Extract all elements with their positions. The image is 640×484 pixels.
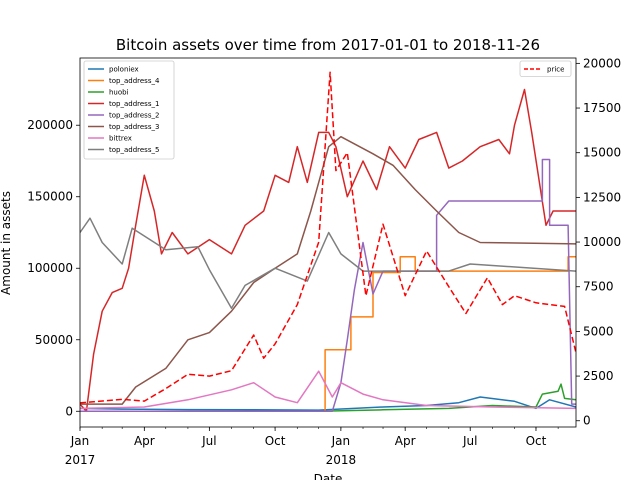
right-y-tick-label: 17500 [583,101,621,115]
x-tick-label: Apr [134,434,155,448]
y-axis-label: Amount in assets [0,191,13,295]
series-line-top-address-1 [80,88,576,413]
legend-left-box [83,60,175,160]
x-tick-label: Oct [526,434,547,448]
x-tick-label: Jan [70,434,90,448]
x-tick-label: Jul [462,434,477,448]
right-y-tick-label: 7500 [583,280,614,294]
series-line-top-address-5 [80,217,576,310]
right-y-tick-label: 2500 [583,369,614,383]
legend-label: top_address_2 [109,112,159,120]
right-y-tick-label: 10000 [583,235,621,249]
legend-label: top_address_3 [109,123,159,131]
legend-label: bittrex [109,135,132,143]
series-line-top-address-2 [80,158,576,413]
left-y-tick-label: 0 [65,404,73,418]
x-year-label: 2017 [65,453,96,467]
right-y-tick-label: 15000 [583,146,621,160]
x-tick-label: Jan [331,434,351,448]
x-tick-label: Apr [395,434,416,448]
left-y-tick-label: 150000 [27,190,73,204]
x-tick-label: Oct [265,434,286,448]
x-tick-label: Jul [201,434,216,448]
left-y-axis-ticks: 0 50000 100000 150000 200000 [27,118,80,418]
chart-title: Bitcoin assets over time from 2017-01-01… [116,36,540,54]
right-y-tick-label: 0 [583,414,591,428]
right-y-tick-label: 12500 [583,190,621,204]
x-axis-label: Date [314,472,343,480]
legend-label: top_address_5 [109,146,159,154]
legend-label: huobi [109,89,129,97]
legend-right-box [519,60,572,77]
series-line-price [80,71,576,404]
legend-right: price [519,60,572,77]
series-line-top-address-3 [80,135,576,405]
right-y-tick-label: 5000 [583,324,614,338]
series-line-top-address-4 [80,256,576,413]
right-y-tick-label: 20000 [583,56,621,70]
left-y-tick-label: 50000 [35,333,73,347]
legend-label: price [547,66,564,74]
legend-label: poloniex [109,66,139,74]
right-y-axis-ticks: 0 2500 5000 7500 10000 12500 15000 17500 20000 [576,56,621,428]
plot-area [80,71,576,413]
x-axis-ticks: Jan Apr Jul Oct Jan Apr Jul Oct 2017 2018 [65,427,559,467]
legend-label: top_address_1 [109,100,159,108]
plot-frame [79,57,577,428]
left-y-tick-label: 100000 [27,261,73,275]
x-year-label: 2018 [326,453,357,467]
legend-label: top_address_4 [109,77,160,85]
left-y-tick-label: 200000 [27,118,73,132]
series-line-bittrex [80,370,576,410]
